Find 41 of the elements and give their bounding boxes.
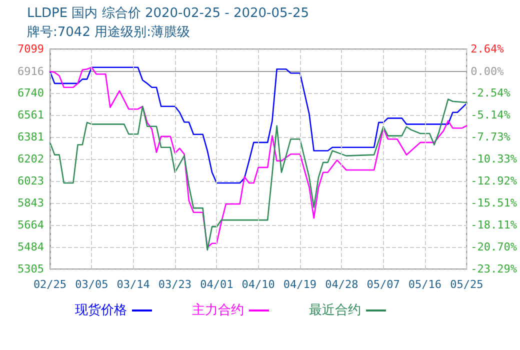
y-tick-label: 6561 bbox=[18, 108, 44, 122]
x-tick-label: 04/01 bbox=[200, 278, 234, 291]
y-tick-label: 6202 bbox=[18, 152, 44, 166]
x-tick-label: 04/19 bbox=[283, 278, 317, 291]
x-tick-label: 04/28 bbox=[325, 278, 358, 291]
y-tick-label: 6023 bbox=[18, 174, 44, 188]
y2-tick-label: 0.00% bbox=[470, 64, 504, 78]
y-tick-label: 7099 bbox=[18, 42, 44, 56]
y-tick-label: 6381 bbox=[18, 130, 44, 144]
y-tick-label: 6916 bbox=[18, 64, 44, 78]
y2-tick-label: -15.51% bbox=[470, 196, 518, 210]
y-tick-label: 6740 bbox=[18, 86, 44, 100]
y2-tick-label: -2.54% bbox=[470, 86, 511, 100]
y2-tick-label: -7.73% bbox=[470, 130, 511, 144]
y2-tick-label: -5.14% bbox=[470, 108, 511, 122]
x-tick-label: 02/25 bbox=[33, 278, 67, 291]
y2-tick-label: 2.64% bbox=[470, 42, 504, 56]
x-tick-label: 03/23 bbox=[158, 278, 192, 291]
y2-tick-label: -20.70% bbox=[470, 240, 518, 254]
y-tick-label: 5843 bbox=[18, 196, 44, 210]
y2-tick-label: -18.11% bbox=[470, 218, 518, 232]
x-tick-label: 04/10 bbox=[242, 278, 275, 291]
x-tick-label: 03/14 bbox=[116, 278, 150, 291]
legend-label: 最近合约 bbox=[309, 303, 361, 318]
y-tick-label: 5664 bbox=[18, 218, 44, 232]
line-series bbox=[49, 98, 468, 251]
y2-tick-label: -12.92% bbox=[470, 174, 518, 188]
x-tick-label: 05/16 bbox=[408, 278, 442, 291]
x-tick-label: 05/25 bbox=[450, 278, 484, 291]
x-tick-label: 05/07 bbox=[366, 278, 400, 291]
legend-label: 主力合约 bbox=[192, 302, 244, 318]
y-tick-label: 5484 bbox=[18, 240, 44, 254]
x-tick-label: 03/05 bbox=[75, 278, 108, 291]
chart-title: LLDPE 国内 综合价 2020-02-25 - 2020-05-25 bbox=[27, 6, 310, 21]
y-tick-label: 5305 bbox=[18, 262, 44, 276]
chart-subtitle: 牌号:7042 用途级别:薄膜级 bbox=[27, 25, 190, 40]
y2-tick-label: -23.29% bbox=[470, 262, 518, 276]
line-series bbox=[49, 66, 468, 248]
y2-tick-label: -10.33% bbox=[470, 152, 518, 166]
legend-label: 现货价格 bbox=[75, 303, 127, 318]
line-series bbox=[49, 66, 468, 184]
